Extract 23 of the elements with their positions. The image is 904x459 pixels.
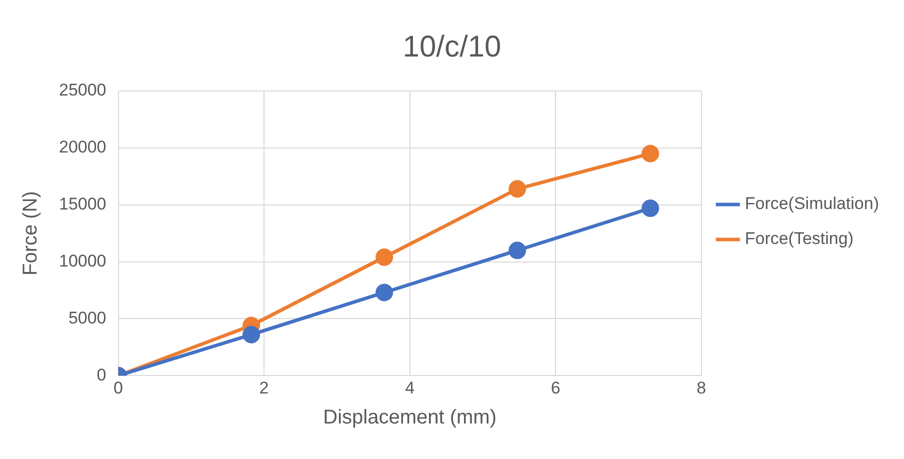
- y-tick-label: 0: [96, 365, 106, 384]
- point: [642, 144, 660, 162]
- chart-title: 10/c/10: [402, 30, 502, 64]
- y-tick-label: 5000: [68, 308, 106, 328]
- y-tick-label: 25000: [58, 80, 106, 100]
- point: [642, 200, 660, 218]
- x-tick-label: 0: [114, 378, 124, 398]
- point: [242, 326, 260, 344]
- x-tick-label: 6: [550, 378, 560, 398]
- y-tick-label: 20000: [58, 138, 106, 157]
- point: [376, 284, 394, 302]
- y-tick-label: 10000: [58, 251, 106, 270]
- point: [376, 248, 394, 266]
- x-axis-title: Displacement (mm): [323, 406, 496, 429]
- point: [508, 242, 526, 260]
- x-tick-label: 8: [696, 378, 706, 398]
- x-tick-label: 2: [259, 378, 269, 398]
- y-axis-title: Force (N): [20, 191, 42, 276]
- x-tick-label: 4: [405, 378, 415, 398]
- legend-label: Force(Simulation): [744, 194, 880, 214]
- legend-label: Force(Testing): [744, 229, 854, 248]
- y-tick-label: 15000: [58, 194, 106, 214]
- point: [508, 180, 526, 198]
